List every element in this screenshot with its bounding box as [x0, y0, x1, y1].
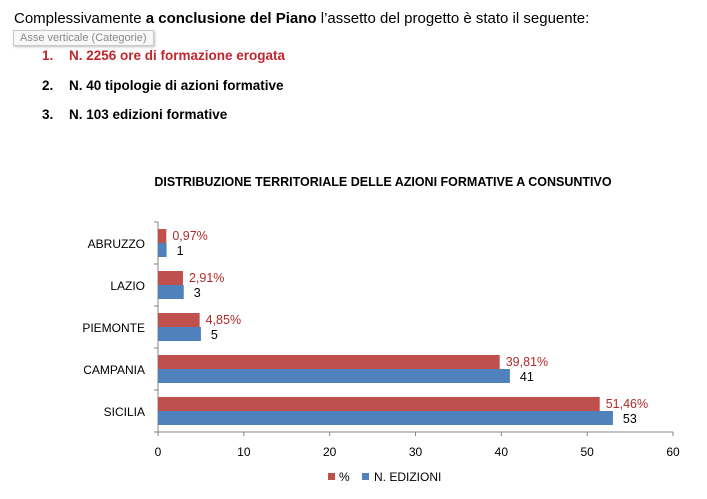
bar-percent — [158, 313, 200, 327]
x-tick-label: 20 — [323, 445, 337, 459]
legend-label-percent: % — [339, 470, 350, 484]
legend-swatch-percent — [328, 473, 335, 480]
bar-edizioni — [158, 327, 201, 341]
bar-percent — [158, 271, 183, 285]
data-label-edizioni: 53 — [623, 412, 637, 426]
x-tick-label: 30 — [409, 445, 423, 459]
bar-percent — [158, 229, 167, 243]
list-number: 1. — [42, 48, 54, 63]
category-label: CAMPANIA — [83, 363, 145, 377]
data-label-edizioni: 5 — [211, 328, 218, 342]
x-tick-label: 50 — [580, 445, 594, 459]
data-label-edizioni: 1 — [177, 244, 184, 258]
list-text: N. 2256 ore di formazione erogata — [69, 48, 286, 63]
x-tick-label: 0 — [155, 445, 162, 459]
bar-edizioni — [158, 369, 510, 383]
data-label-percent: 4,85% — [206, 313, 241, 327]
category-label: LAZIO — [110, 279, 145, 293]
list-item-ore: 1. N. 2256 ore di formazione erogata — [42, 48, 285, 63]
x-tick-label: 60 — [666, 445, 680, 459]
list-text: N. 103 edizioni formative — [69, 107, 228, 122]
data-label-percent: 39,81% — [506, 355, 548, 369]
intro-sentence: Complessivamente a conclusione del Piano… — [14, 10, 589, 27]
data-label-edizioni: 3 — [194, 286, 201, 300]
axis-tooltip: Asse verticale (Categorie) — [13, 30, 154, 46]
list-number: 2. — [42, 78, 54, 93]
legend-label-edizioni: N. EDIZIONI — [374, 470, 441, 484]
x-tick-label: 10 — [237, 445, 251, 459]
legend-swatch-edizioni — [362, 473, 369, 480]
list-item-edizioni: 3. N. 103 edizioni formative — [42, 107, 227, 122]
list-number: 3. — [42, 107, 54, 122]
list-item-tipologie: 2. N. 40 tipologie di azioni formative — [42, 78, 284, 93]
bar-percent — [158, 355, 500, 369]
data-label-percent: 2,91% — [189, 271, 224, 285]
intro-bold: a conclusione del Piano — [145, 10, 317, 27]
bar-edizioni — [158, 411, 613, 425]
data-label-percent: 0,97% — [172, 229, 207, 243]
intro-part1: Complessivamente — [14, 10, 146, 27]
category-label: SICILIA — [104, 405, 145, 419]
data-label-percent: 51,46% — [606, 397, 648, 411]
x-tick-label: 40 — [495, 445, 509, 459]
data-label-edizioni: 41 — [520, 370, 534, 384]
bar-edizioni — [158, 243, 167, 257]
chart-legend: % N. EDIZIONI — [328, 470, 441, 484]
list-text: N. 40 tipologie di azioni formative — [69, 78, 284, 93]
intro-part2: l’assetto del progetto è stato il seguen… — [316, 10, 590, 27]
bar-percent — [158, 397, 600, 411]
category-label: PIEMONTE — [82, 321, 145, 335]
chart-title: DISTRIBUZIONE TERRITORIALE DELLE AZIONI … — [154, 175, 611, 189]
category-label: ABRUZZO — [88, 237, 145, 251]
chart-plot-area: 0 10 20 30 40 50 60 ABRUZZO 0,97%1 LAZIO 2,91%3 PIE… — [82, 221, 680, 459]
bar-edizioni — [158, 285, 184, 299]
